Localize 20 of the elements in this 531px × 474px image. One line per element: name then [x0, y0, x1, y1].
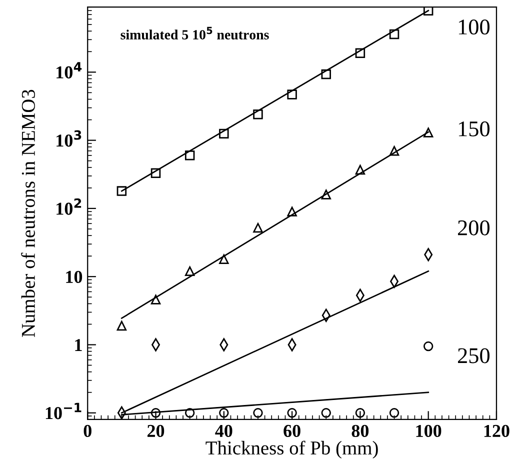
annotation: simulated 5 10$^{5}$ neutrons — [120, 26, 269, 40]
y-tick-label: 10$^{4}$ — [56, 62, 82, 78]
x-tick-label: 60 — [284, 424, 300, 438]
x-axis-title: Thickness of Pb (mm) — [206, 440, 378, 459]
annotation: 250 — [458, 348, 490, 364]
x-tick-label: 80 — [352, 424, 369, 438]
annotation: 100 — [458, 20, 490, 35]
y-tick-label: 10$^{2}$ — [56, 198, 82, 215]
y-tick-label: 10 — [66, 270, 82, 284]
y-tick-label: 10$^{3}$ — [56, 130, 82, 147]
x-tick-label: 100 — [416, 424, 442, 438]
y-tick-label: 10$^{−1}$ — [46, 402, 82, 420]
annotation: 150 — [458, 121, 490, 136]
x-tick-label: 0 — [84, 424, 92, 438]
y-axis-title: Number of neutrons in NEMO3 — [21, 90, 35, 337]
x-tick-label: 120 — [484, 424, 510, 438]
y-tick-label: 1 — [75, 339, 82, 351]
x-tick-label: 20 — [147, 424, 164, 438]
annotation: 200 — [458, 220, 490, 236]
x-tick-label: 40 — [215, 424, 232, 438]
